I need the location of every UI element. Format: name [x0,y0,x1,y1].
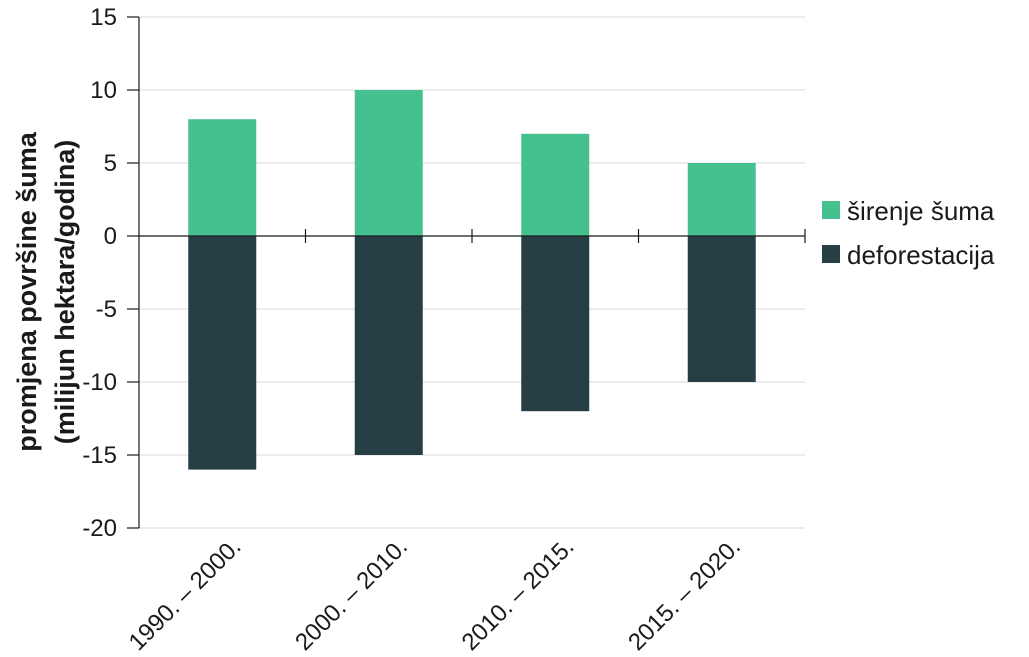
bar-deforestation-3 [521,236,590,412]
bars [188,90,756,470]
x-tick-label: 2000. – 2010. [290,533,413,656]
y-axis-title-line1: promjena površine šuma [12,131,42,452]
x-tick-label: 1990. – 2000. [124,533,247,656]
legend-label-deforestation: deforestacija [847,240,995,270]
x-tick-label: 2015. – 2020. [623,533,746,656]
legend-swatch-expansion [822,201,840,219]
y-tick-label: 0 [104,223,117,250]
legend-label-expansion: širenje šuma [847,196,995,226]
bar-expansion-1 [188,119,257,236]
bar-expansion-3 [521,133,590,236]
bar-deforestation-2 [354,236,423,455]
x-tick-label: 2010. – 2015. [457,533,580,656]
y-tick-label: 5 [104,150,117,177]
bar-deforestation-4 [687,236,756,382]
x-tick-labels: 1990. – 2000. 2000. – 2010. 2010. – 2015. 2… [124,533,746,656]
bar-expansion-2 [354,90,423,236]
y-tick-label: 10 [90,77,117,104]
y-tick-label: -5 [96,296,117,323]
legend: širenje šuma deforestacija [822,196,995,270]
y-axis-title: promjena površine šuma (milijun hektara/… [12,131,80,452]
axes [127,16,806,529]
y-tick-label: -20 [82,515,117,542]
y-axis-title-line2: (milijun hektara/godina) [50,140,80,445]
y-tick-labels: 15 10 5 0 -5 -10 -15 -20 [82,4,117,542]
y-tick-label: 15 [90,4,117,31]
bar-expansion-4 [687,163,756,236]
y-tick-label: -10 [82,369,117,396]
legend-swatch-deforestation [822,245,840,263]
bar-deforestation-1 [188,236,257,470]
y-tick-label: -15 [82,442,117,469]
